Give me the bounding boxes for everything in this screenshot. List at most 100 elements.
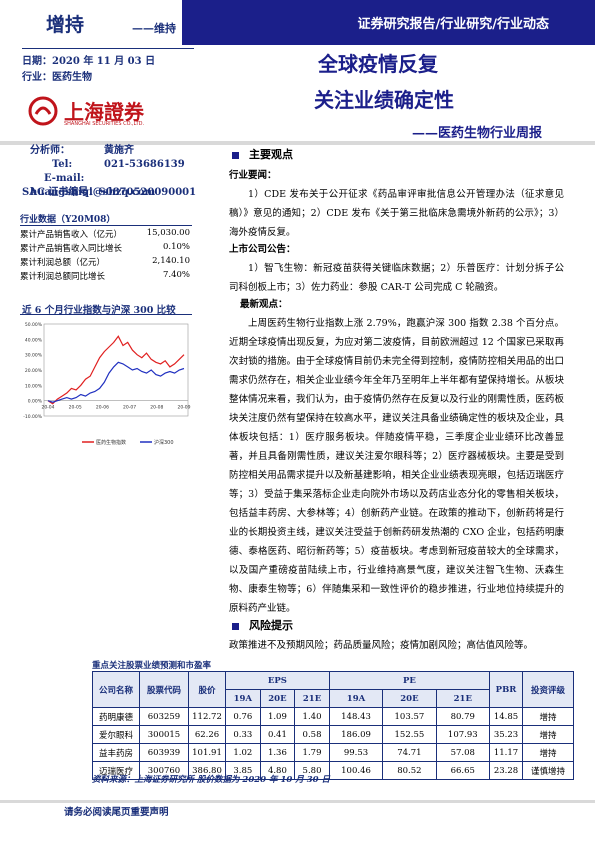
table-cell: 107.93 bbox=[435, 725, 491, 744]
table-cell: 增持 bbox=[522, 725, 574, 744]
logo-en: SHANGHAI SECURITIES CO.,LTD. bbox=[64, 121, 145, 127]
table-cell: 益丰药房 bbox=[92, 743, 140, 762]
y-tick-label: 10.00% bbox=[25, 383, 43, 389]
table-cell: 0.41 bbox=[259, 725, 296, 744]
th-pe-19a: 19A bbox=[328, 689, 384, 708]
x-tick-label: 20-07 bbox=[123, 405, 136, 411]
table-cell: 0.33 bbox=[225, 725, 261, 744]
series-line bbox=[47, 335, 185, 405]
row-label: 累计利润总额（亿元） bbox=[20, 258, 106, 268]
industry-news-body: 1）CDE 发布关于公开征求《药品审评审批信息公开管理办法（征求意见稿）》意见的… bbox=[229, 189, 564, 238]
industry-data-top-rule bbox=[20, 225, 192, 226]
x-tick-label: 20-09 bbox=[177, 405, 190, 411]
sac-label: SAC 证书编号： bbox=[22, 187, 99, 198]
table-cell: 300015 bbox=[139, 725, 189, 744]
y-tick-label: 20.00% bbox=[25, 368, 43, 374]
table-cell: 99.53 bbox=[328, 743, 384, 762]
row-value: 15,030.00 bbox=[146, 228, 190, 238]
table-cell: 增持 bbox=[522, 707, 574, 726]
plot-frame bbox=[43, 323, 189, 417]
table-cell: 0.76 bbox=[225, 707, 261, 726]
company-news-body: 1）智飞生物：新冠疫苗获得关键临床数据；2）乐普医疗：计划分拆子公司科创板上市；… bbox=[229, 263, 564, 293]
y-tick-label: 50.00% bbox=[25, 322, 43, 328]
table-cell: 1.36 bbox=[259, 743, 296, 762]
table-row: 益丰药房 603939 101.91 1.02 1.36 1.79 99.53 74.71 57… bbox=[92, 743, 574, 762]
stock-forecast-table: 公司名称 股票代码 股价 EPS PE PBR 投资评级 19A 20E 21E… bbox=[92, 671, 574, 780]
table-cell: 186.09 bbox=[328, 725, 384, 744]
analyst-label: 分析师： bbox=[30, 145, 70, 156]
table-cell: 35.23 bbox=[489, 725, 523, 744]
row-label: 累计利润总额同比增长 bbox=[20, 272, 106, 282]
report-subtitle: ——医药生物行业周报 bbox=[412, 126, 543, 141]
logo-mark-icon bbox=[28, 96, 58, 126]
risk-body: 政策推进不及预期风险；药品质量风险；疫情加剧风险；高估值风险等。 bbox=[229, 640, 534, 651]
industry-data-row: 累计利润总额（亿元） 2,140.10 bbox=[20, 256, 190, 270]
y-tick-label: 0.00% bbox=[28, 399, 43, 405]
table-cell: 103.57 bbox=[382, 707, 437, 726]
table-cell: 14.85 bbox=[489, 707, 523, 726]
table-cell: 药明康德 bbox=[92, 707, 140, 726]
table-cell: 66.65 bbox=[435, 761, 491, 780]
table-cell: 80.52 bbox=[382, 761, 437, 780]
legend-label: 沪深300 bbox=[154, 439, 174, 446]
table-cell: 386.80 bbox=[188, 761, 226, 780]
footer-disclaimer[interactable]: 请务必阅读尾页重要声明 bbox=[64, 807, 169, 818]
table-cell: 74.71 bbox=[382, 743, 437, 762]
rating-block: 增持 ——维持 bbox=[22, 4, 194, 49]
y-tick-label: 30.00% bbox=[25, 353, 43, 359]
table-cell: 80.79 bbox=[435, 707, 491, 726]
table-cell: 57.08 bbox=[435, 743, 491, 762]
row-value: 7.40% bbox=[162, 270, 190, 280]
report-banner: 证券研究报告/行业研究/行业动态 bbox=[182, 0, 595, 45]
table-cell: 112.72 bbox=[188, 707, 226, 726]
table-cell: 3.85 bbox=[225, 761, 261, 780]
table-cell: 1.02 bbox=[225, 743, 261, 762]
index-comparison-chart: 50.00% 40.00% 30.00% 20.00% 10.00% 0.00% -10.0… bbox=[23, 322, 190, 446]
industry-news-title: 行业要闻： bbox=[229, 170, 277, 181]
th-rating: 投资评级 bbox=[522, 671, 574, 708]
th-company: 公司名称 bbox=[92, 671, 140, 708]
company-news-title: 上市公司公告： bbox=[229, 244, 296, 255]
report-date: 日期：2020 年 11 月 03 日 bbox=[22, 56, 156, 67]
table-cell: 迈瑞医疗 bbox=[92, 761, 140, 780]
row-label: 累计产品销售收入同比增长 bbox=[20, 244, 123, 254]
risk-section-title: 风险提示 bbox=[232, 617, 293, 633]
th-eps-21e: 21E bbox=[294, 689, 330, 708]
th-code: 股票代码 bbox=[139, 671, 189, 708]
table-cell: 11.17 bbox=[489, 743, 523, 762]
table-cell: 0.58 bbox=[294, 725, 330, 744]
th-eps: EPS bbox=[225, 671, 330, 690]
analyst-block: 分析师： 黄施齐 Tel: 021-53686139 E-mail: huangshi… bbox=[30, 144, 210, 200]
report-industry: 行业：医药生物 bbox=[22, 72, 92, 83]
row-value: 0.10% bbox=[162, 242, 190, 252]
footer-divider bbox=[0, 800, 595, 803]
bullet-square-icon bbox=[232, 622, 239, 630]
rating-main: 增持 bbox=[46, 14, 85, 36]
table-row: 爱尔眼科 300015 62.26 0.33 0.41 0.58 186.09 152.55 1… bbox=[92, 725, 574, 744]
legend-label: 医药生物指数 bbox=[96, 439, 126, 446]
th-eps-20e: 20E bbox=[259, 689, 296, 708]
chart-title: 近 6 个月行业指数与沪深 300 比较 bbox=[22, 305, 176, 316]
logo-cn: 上海證券 bbox=[64, 100, 144, 124]
table-cell: 1.79 bbox=[294, 743, 330, 762]
sac-line: SAC 证书编号：S0870520090001 bbox=[22, 183, 196, 198]
banner-title: 证券研究报告/行业研究/行业动态 bbox=[357, 17, 550, 32]
y-tick-label: -10.00% bbox=[23, 414, 43, 420]
header-divider bbox=[0, 141, 595, 145]
row-value: 2,140.10 bbox=[152, 256, 190, 266]
company-logo: 上海證券 SHANGHAI SECURITIES CO.,LTD. bbox=[28, 96, 168, 130]
risk-title: 风险提示 bbox=[249, 619, 293, 632]
th-pe: PE bbox=[328, 671, 491, 690]
x-tick-label: 20-05 bbox=[69, 405, 82, 411]
headline-1: 全球疫情反复 bbox=[318, 52, 438, 76]
table-cell: 152.55 bbox=[382, 725, 437, 744]
th-pe-21e: 21E bbox=[435, 689, 491, 708]
table-cell: 谨慎增持 bbox=[522, 761, 574, 780]
analyst-email[interactable]: huangshiqi@shzq.com bbox=[30, 187, 156, 198]
y-tick-label: 40.00% bbox=[25, 337, 43, 343]
table-cell: 23.28 bbox=[489, 761, 523, 780]
latest-view-title: 最新观点： bbox=[240, 299, 288, 310]
view-section-title: 主要观点 bbox=[232, 146, 293, 162]
th-eps-19a: 19A bbox=[225, 689, 261, 708]
table-row: 药明康德 603259 112.72 0.76 1.09 1.40 148.43 103.57… bbox=[92, 707, 574, 726]
